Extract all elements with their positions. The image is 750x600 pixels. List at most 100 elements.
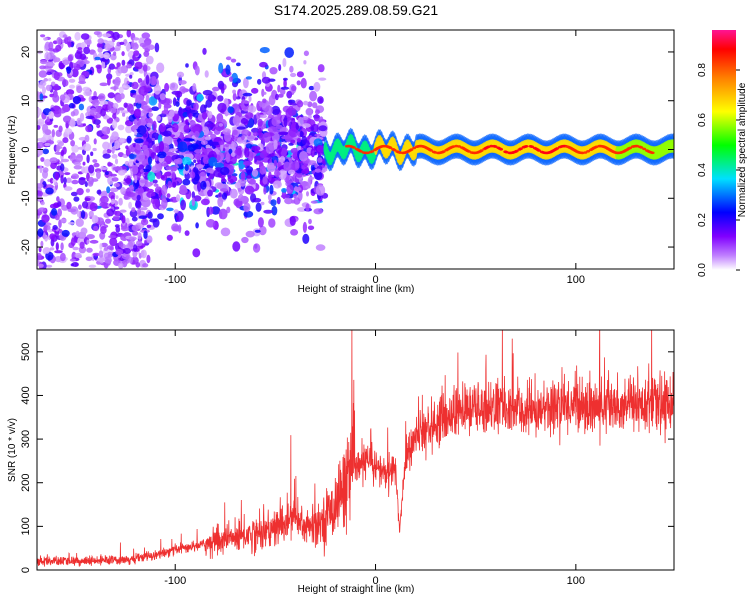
heatmap-blob [89,202,98,212]
heatmap-blob [40,201,45,206]
heatmap-blob [146,235,153,244]
heatmap-blob [191,197,196,207]
heatmap-blob [150,195,160,200]
colorbar: 0.0 0.2 0.4 0.6 0.8 Normalized spectral ampl… [697,30,748,277]
heatmap-blob [241,129,250,137]
heatmap-blob [153,183,159,187]
heatmap-blob [66,177,72,184]
heatmap-blob [293,197,301,205]
heatmap-blob [310,148,316,158]
heatmap-blob [280,86,290,90]
heatmap-blob [46,62,55,67]
heatmap-blob [262,132,272,143]
heatmap-blob [37,252,42,260]
heatmap-blob [262,91,267,95]
heatmap-blob [220,227,231,237]
heatmap-blob [38,70,48,78]
heatmap-blob [70,111,76,117]
heatmap-blob [55,242,59,251]
heatmap-blob [218,208,228,220]
heatmap-blob [232,129,238,136]
snr-y-label: SNR (10 * v/v) [7,418,18,482]
heatmap-blob [43,78,49,82]
heatmap-blob [208,206,214,215]
heatmap-blob [128,157,134,167]
heatmap-blob [52,94,60,103]
heatmap-blob [207,189,213,197]
heatmap-blob [308,176,315,180]
heatmap-blob [72,246,79,251]
heatmap-blob [129,74,133,79]
heatmap-blob [163,102,169,114]
heatmap-blob [68,102,75,109]
heatmap-blob [61,79,69,87]
heatmap-blob [85,39,92,46]
heatmap-blob [302,116,309,120]
heatmap-blob [106,148,112,154]
heatmap-blob [130,256,139,265]
heatmap-blob [188,113,193,120]
heatmap-blob [268,94,276,106]
heatmap-blob [187,144,197,152]
heatmap-blob [245,175,252,179]
heatmap-blob [258,114,268,119]
heatmap-blob [195,222,199,229]
heatmap-blob [156,115,161,122]
heatmap-blob [69,258,76,262]
heatmap-blob [260,201,265,206]
heatmap-blob [100,226,107,234]
heatmap-blob [300,77,307,89]
heatmap-blob [232,115,241,127]
heatmap-blob [230,58,237,63]
heatmap-blob [109,187,119,193]
heatmap-blob [159,123,166,133]
heatmap-blob [205,167,214,174]
heatmap-blob [67,36,72,41]
heatmap-blob [78,103,85,111]
heatmap-blob [236,62,241,67]
heatmap-blob [243,202,251,213]
heatmap-blob [69,118,76,128]
heatmap-blob [234,181,242,189]
heatmap-blob [317,157,323,163]
heatmap-blob [117,107,125,111]
heatmap-blob [231,72,239,83]
heatmap-blob [94,56,101,61]
heatmap-blob [83,90,92,97]
heatmap-blob [68,221,75,225]
heatmap-blob [83,46,90,55]
heatmap-blob [143,105,150,111]
heatmap-blob [267,194,272,201]
heatmap-blob [40,34,46,38]
heatmap-blob [96,64,102,74]
heatmap-blob [49,233,56,240]
heatmap-blob [266,162,276,173]
heatmap-blob [315,109,320,115]
heatmap-blob [93,162,100,168]
heatmap-blob [67,41,72,48]
heatmap-blob [54,214,60,221]
heatmap-blob [117,124,125,131]
heatmap-blob [115,248,123,256]
heatmap-blob [174,140,178,147]
heatmap-blob [119,209,127,213]
heatmap-blob [262,98,267,104]
heatmap-blob [232,241,241,252]
heatmap-blob [240,171,246,181]
y-tick-label: 500 [20,343,32,361]
heatmap-blob [165,166,173,171]
heatmap-blob [232,92,237,102]
heatmap-blob [245,76,252,80]
heatmap-blob [171,165,177,172]
heatmap-blob [218,123,224,127]
heatmap-blob [120,93,125,100]
heatmap-blob [172,97,177,107]
heatmap-blob [169,82,179,91]
heatmap-blob [58,108,67,114]
heatmap-blob [122,248,132,254]
heatmap-blob [161,163,169,167]
heatmap-blob [142,144,148,152]
heatmap-blob [107,162,114,167]
heatmap-blob [71,179,79,185]
heatmap-blob [135,200,142,209]
